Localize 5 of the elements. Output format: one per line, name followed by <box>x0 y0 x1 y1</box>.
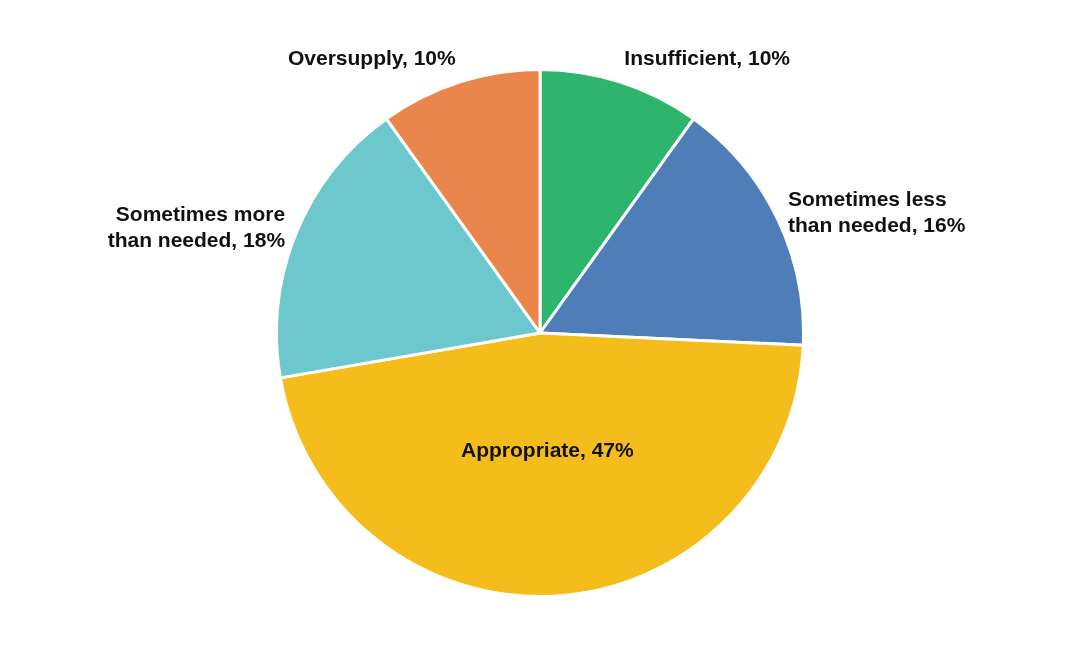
slice-label: Insufficient, 10% <box>624 45 791 69</box>
slice-label: Sometimes more than needed, 18% <box>107 202 286 252</box>
slice-label: Sometimes less than needed, 16% <box>787 186 966 236</box>
slice-label: Oversupply, 10% <box>288 45 457 69</box>
slice-label: Appropriate, 47% <box>461 438 635 462</box>
